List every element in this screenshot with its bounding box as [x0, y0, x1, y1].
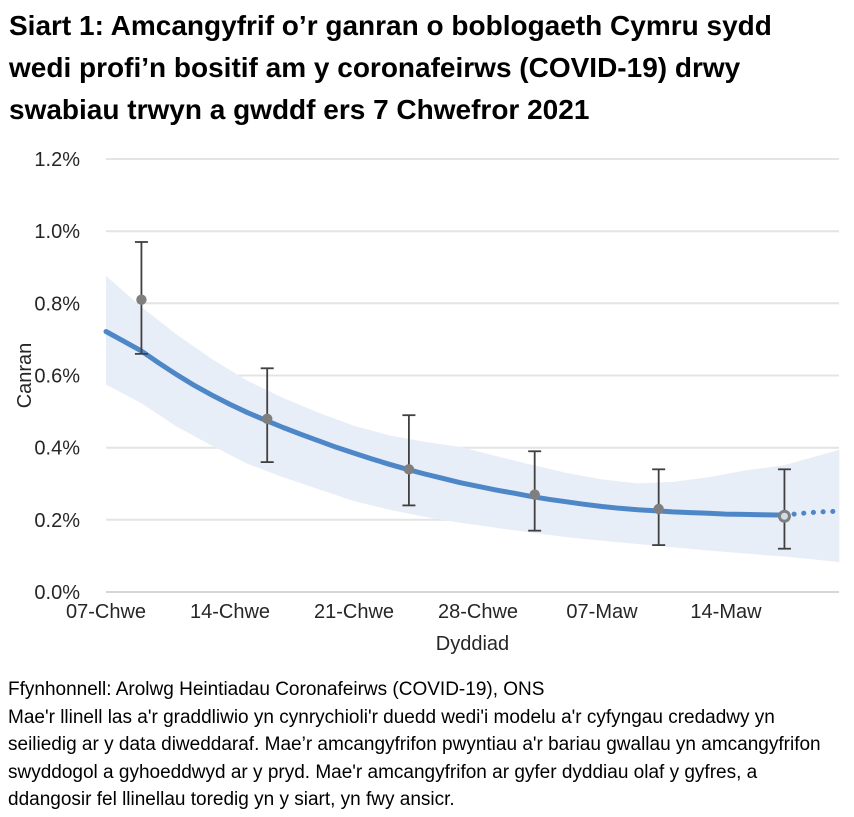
data-points [136, 294, 791, 523]
y-tick-label: 0.2% [34, 510, 80, 532]
x-tick-label: 07-Chwe [66, 601, 146, 623]
credible-band-group [106, 275, 840, 563]
y-tick-label: 1.2% [34, 149, 80, 171]
error-bar [402, 414, 416, 507]
trend-line-dotted [781, 508, 842, 518]
data-point [261, 413, 273, 425]
y-tick-label: 0.0% [34, 582, 80, 604]
x-tick-label: 14-Chwe [190, 601, 270, 623]
y-tick-label: 0.8% [34, 293, 80, 315]
methodology-note: Mae'r llinell las a'r graddliwio yn cynr… [8, 706, 821, 811]
trend-line-solid [103, 329, 787, 518]
trend [103, 329, 787, 518]
data-point-open [777, 509, 791, 523]
x-tick-label: 07-Maw [566, 601, 638, 623]
source-note: Ffynhonnell: Arolwg Heintiadau Coronafei… [8, 679, 545, 700]
chart-title: Siart 1: Amcangyfrif o’r ganran o boblog… [9, 10, 772, 125]
trend-dotted [781, 508, 842, 518]
credible-band [106, 275, 840, 563]
x-tick-label: 28-Chwe [438, 601, 518, 623]
y-tick-label: 0.6% [34, 366, 80, 388]
y-tick-label: 1.0% [34, 221, 80, 243]
x-tick-label: 21-Chwe [314, 601, 394, 623]
y-tick-label: 0.4% [34, 438, 80, 460]
x-tick-label: 14-Maw [690, 601, 762, 623]
chart-footer: Ffynhonnell: Arolwg Heintiadau Coronafei… [8, 676, 832, 814]
chart: 0.0% 0.2% 0.4% 0.6% 0.8% 1.0% 1.2% 07-Chwe 14-Ch… [14, 149, 842, 655]
data-point [136, 294, 147, 305]
y-axis-labels: 0.0% 0.2% 0.4% 0.6% 0.8% 1.0% 1.2% [34, 149, 80, 604]
x-axis-labels: 07-Chwe 14-Chwe 21-Chwe 28-Chwe 07-Maw 14-Maw [66, 601, 762, 623]
y-axis-title-group: Canran [14, 343, 36, 409]
y-axis-title: Canran [14, 343, 36, 409]
data-point [403, 464, 415, 475]
x-axis-title: Dyddiad [436, 633, 509, 655]
data-point [653, 503, 664, 515]
data-point [529, 489, 540, 500]
error-bar [777, 468, 791, 550]
x-axis-title-group: Dyddiad [436, 633, 509, 655]
